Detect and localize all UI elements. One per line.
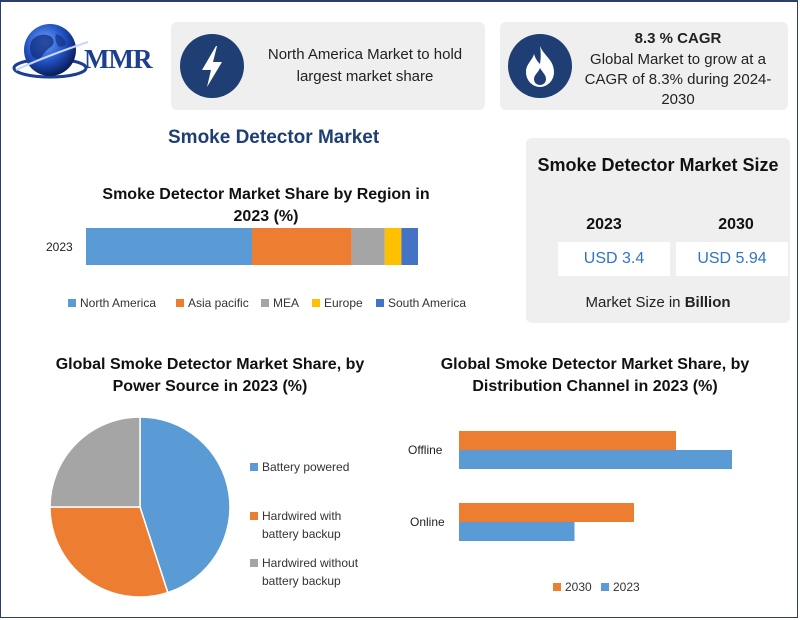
power-legend-battery-powered: Battery powered xyxy=(250,458,370,476)
market-size-year-2030: 2030 xyxy=(718,216,754,233)
region-legend-asia-pacific-swatch xyxy=(176,299,184,307)
north-america-text: North America Market to hold largest mar… xyxy=(267,46,463,85)
region-stacked-bar-chart xyxy=(86,228,418,265)
logo-text: MMR xyxy=(84,44,152,74)
power-legend-battery-powered-swatch xyxy=(250,463,258,471)
region-legend-mea-label: MEA xyxy=(273,296,300,310)
distribution-bar-offline-2030 xyxy=(459,431,676,450)
region-legend-asia-pacific: Asia pacific xyxy=(176,296,249,310)
globe-icon xyxy=(12,24,89,79)
distribution-chart-title: Global Smoke Detector Market Share, by D… xyxy=(440,356,750,395)
market-size-value-2023: USD 3.4 xyxy=(558,242,670,276)
region-chart-title: Smoke Detector Market Share by Region in… xyxy=(102,186,430,225)
distribution-bar-online-2023 xyxy=(459,522,575,541)
power-legend-battery-powered-label: Battery powered xyxy=(262,460,350,474)
market-size-value-2030: USD 5.94 xyxy=(676,242,788,276)
region-legend-south-america-label: South America xyxy=(388,296,467,310)
distribution-legend-2030-label: 2030 xyxy=(565,580,592,594)
market-size-card: Smoke Detector Market Size 2023 2030 USD… xyxy=(526,138,790,323)
pie-slice-hardwired-with-battery-backup xyxy=(49,506,169,598)
region-legend-north-america-swatch xyxy=(68,299,76,307)
distribution-legend-2023: 2023 xyxy=(601,580,640,594)
distribution-category-offline: Offline xyxy=(408,443,443,457)
flame-icon xyxy=(508,34,572,98)
power-legend-hardwired-with-battery-backup-swatch xyxy=(250,512,258,520)
pie-slice-battery-powered xyxy=(139,416,231,594)
market-size-note-prefix: Market Size in xyxy=(585,294,685,311)
power-legend-hardwired-without-battery-backup-label: Hardwired without battery backup xyxy=(262,556,359,588)
cagr-title: 8.3 % CAGR xyxy=(634,30,722,47)
power-legend-hardwired-with-battery-backup: Hardwired with battery backup xyxy=(250,507,370,543)
power-source-chart-title: Global Smoke Detector Market Share, by P… xyxy=(55,356,365,395)
region-bar-segment-europe xyxy=(384,228,402,265)
region-legend-south-america-swatch xyxy=(376,299,384,307)
region-legend-south-america: South America xyxy=(376,296,466,310)
power-source-pie-chart xyxy=(49,416,231,598)
distribution-legend-2030-swatch xyxy=(553,583,561,591)
distribution-bar-chart xyxy=(459,431,732,541)
north-america-card: North America Market to hold largest mar… xyxy=(171,22,485,110)
region-legend-europe-swatch xyxy=(312,299,320,307)
region-bar-segment-north-america xyxy=(86,228,252,265)
region-legend-asia-pacific-label: Asia pacific xyxy=(188,296,249,310)
region-legend-mea-swatch xyxy=(261,299,269,307)
market-size-title: Smoke Detector Market Size xyxy=(537,155,779,175)
region-legend-europe-label: Europe xyxy=(324,296,363,310)
region-category-label: 2023 xyxy=(46,240,73,254)
region-legend-north-america: North America xyxy=(68,296,156,310)
page-title: Smoke Detector Market xyxy=(168,127,380,148)
market-size-note: Market Size in Billion xyxy=(526,294,790,311)
distribution-legend-2023-swatch xyxy=(601,583,609,591)
power-legend-hardwired-with-battery-backup-label: Hardwired with battery backup xyxy=(262,509,342,541)
region-legend-north-america-label: North America xyxy=(80,296,157,310)
distribution-bar-online-2030 xyxy=(459,503,634,522)
cagr-text: Global Market to grow at a CAGR of 8.3% … xyxy=(584,51,772,108)
cagr-card: 8.3 % CAGR Global Market to grow at a CA… xyxy=(500,22,788,110)
market-size-note-unit: Billion xyxy=(684,294,731,311)
region-bar-segment-asia-pacific xyxy=(252,228,352,265)
distribution-category-online: Online xyxy=(410,515,445,529)
pie-slice-hardwired-without-battery-backup xyxy=(49,416,141,508)
market-size-year-2023: 2023 xyxy=(586,216,622,233)
power-legend-hardwired-without-battery-backup: Hardwired without battery backup xyxy=(250,554,370,590)
region-legend-mea: MEA xyxy=(261,296,299,310)
region-legend-europe: Europe xyxy=(312,296,363,310)
distribution-legend-2030: 2030 xyxy=(553,580,592,594)
lightning-icon xyxy=(180,34,244,98)
distribution-legend-2023-label: 2023 xyxy=(613,580,640,594)
distribution-bar-offline-2023 xyxy=(459,450,732,469)
region-bar-segment-mea xyxy=(351,228,385,265)
region-bar-segment-south-america xyxy=(401,228,418,265)
power-legend-hardwired-without-battery-backup-swatch xyxy=(250,559,258,567)
